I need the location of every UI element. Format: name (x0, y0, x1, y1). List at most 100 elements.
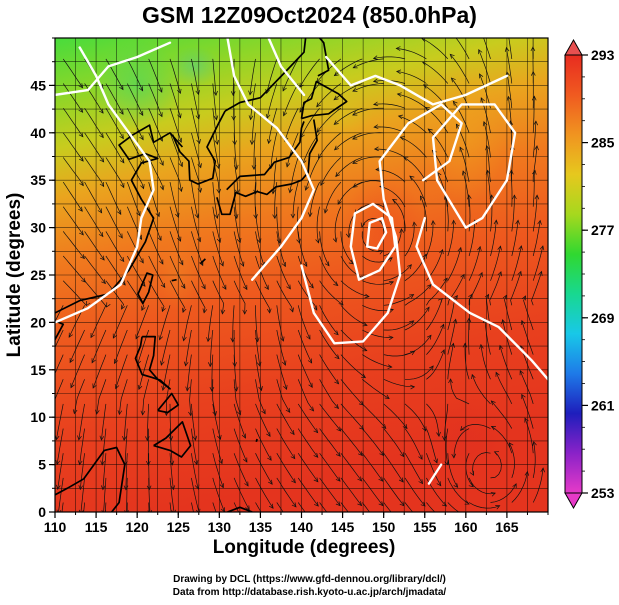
x-tick-label: 125 (167, 519, 191, 535)
plot-title: GSM 12Z09Oct2024 (850.0hPa) (142, 2, 477, 28)
streamline (84, 231, 105, 261)
streamline-arrow (504, 46, 510, 52)
streamline (276, 428, 296, 459)
streamline-arrow (399, 228, 404, 234)
streamline-arrow (158, 112, 163, 118)
streamline (333, 107, 363, 125)
streamline-arrow (216, 188, 222, 194)
streamline-arrow (519, 369, 524, 376)
streamline-arrow (401, 525, 405, 529)
streamline (119, 379, 128, 415)
streamline (148, 231, 164, 265)
streamline-arrow (119, 158, 125, 164)
streamline-arrow (285, 407, 291, 413)
streamline-arrow (158, 335, 163, 341)
coastline (171, 278, 177, 282)
streamline (319, 255, 339, 286)
streamline (383, 502, 392, 512)
x-axis-label: Longitude (degrees) (213, 537, 396, 558)
streamline-arrow (100, 485, 106, 491)
streamline (255, 354, 262, 391)
streamline-arrow (123, 485, 129, 491)
streamline (123, 403, 128, 441)
streamline-arrow (505, 23, 509, 27)
streamline-arrow (315, 526, 319, 530)
streamline (519, 370, 534, 405)
streamline (84, 280, 107, 308)
streamline (207, 305, 214, 342)
streamline-arrow (77, 460, 83, 466)
temperature-contours (55, 38, 548, 485)
streamline-arrow (425, 306, 430, 312)
streamline (362, 329, 393, 338)
streamline (479, 73, 491, 109)
streamline (353, 180, 384, 188)
streamline-arrow (453, 294, 458, 301)
streamline (447, 319, 457, 355)
streamline-arrow (182, 336, 187, 342)
streamline (79, 453, 85, 490)
streamline-arrow (436, 481, 442, 487)
streamline-arrow (533, 120, 539, 126)
streamline (426, 298, 443, 331)
streamline (191, 108, 200, 144)
streamline-arrow (381, 423, 387, 429)
streamline (379, 186, 406, 207)
y-axis-ticks: 0 5 10 15 20 25 30 35 40 45 (30, 37, 55, 520)
streamline (96, 379, 107, 415)
streamline-arrow (197, 533, 201, 537)
coastline (171, 110, 226, 185)
streamline (508, 38, 513, 59)
streamline-arrow (334, 354, 340, 360)
coastline (153, 421, 192, 458)
streamline (340, 379, 364, 406)
streamline-arrow (424, 106, 430, 112)
streamline-arrow (362, 347, 368, 352)
x-tick-label: 120 (125, 519, 149, 535)
streamline (340, 280, 370, 297)
streamline (276, 206, 281, 244)
streamline-arrow (236, 410, 242, 416)
streamline-arrow (183, 361, 189, 367)
streamline (114, 329, 128, 364)
streamline (404, 403, 427, 432)
streamline-arrow (539, 245, 545, 251)
streamline (362, 502, 370, 512)
streamline-arrow (437, 298, 443, 304)
streamline (160, 329, 171, 366)
streamline-arrow (307, 358, 313, 364)
streamline-arrow (213, 115, 219, 121)
streamline-arrow (57, 534, 61, 538)
streamline-arrow (219, 261, 224, 267)
streamline-arrow (77, 435, 82, 441)
colorbar-ticks: 253 261 269 277 285 293 (582, 47, 615, 501)
streamline (447, 274, 465, 306)
isotherm (415, 216, 548, 381)
streamline (137, 329, 150, 365)
streamline-arrow (378, 476, 384, 482)
streamline-arrow (490, 426, 496, 431)
streamline-arrow (212, 411, 217, 417)
streamline (125, 453, 128, 490)
streamline (453, 101, 470, 133)
streamline (69, 329, 85, 363)
streamline-arrow (490, 492, 496, 497)
streamline (404, 477, 426, 507)
streamline (319, 305, 339, 335)
streamline-arrow (479, 73, 484, 79)
streamline (124, 428, 128, 466)
streamline (362, 403, 387, 429)
streamline-arrow (265, 113, 271, 119)
streamline (444, 195, 449, 232)
streamline-arrow (446, 522, 450, 526)
streamline (56, 403, 64, 440)
streamline-arrow (232, 362, 237, 368)
streamline (510, 271, 522, 306)
streamline (297, 354, 313, 388)
streamline-arrow (239, 261, 245, 267)
streamline (191, 157, 201, 193)
x-tick-label: 115 (85, 519, 108, 535)
streamline (105, 157, 125, 188)
coastline (226, 121, 305, 191)
streamline-arrow (478, 49, 483, 55)
